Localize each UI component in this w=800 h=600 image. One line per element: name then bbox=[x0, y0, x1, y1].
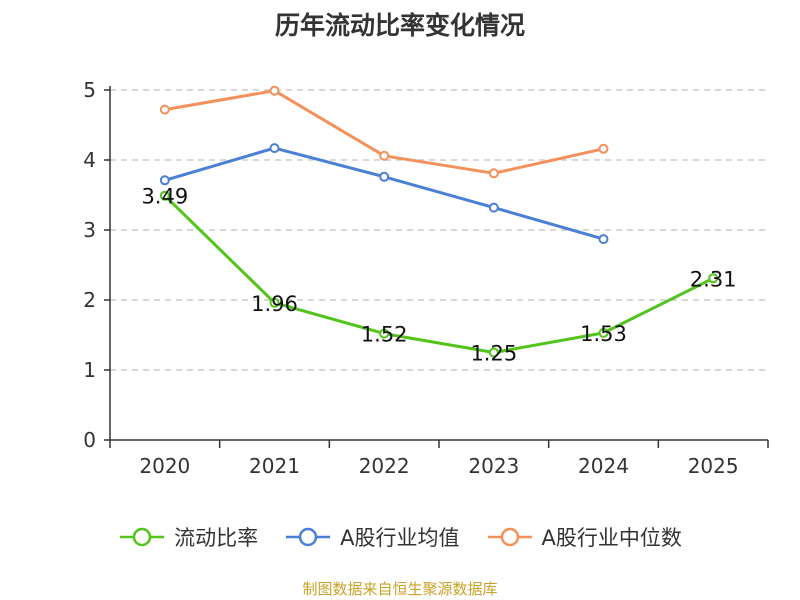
legend-item-industry-mean[interactable]: A股行业均值 bbox=[284, 522, 460, 552]
series-lines bbox=[159, 85, 719, 358]
data-label: 1.52 bbox=[361, 323, 408, 347]
legend-item-industry-median[interactable]: A股行业中位数 bbox=[486, 522, 682, 552]
data-point[interactable] bbox=[269, 85, 280, 96]
legend: 流动比率 A股行业均值 A股行业中位数 bbox=[0, 520, 800, 554]
series-line bbox=[163, 194, 714, 354]
data-point[interactable] bbox=[598, 234, 609, 245]
data-point[interactable] bbox=[269, 297, 280, 308]
axes: 0 1 2 3 4 5 2020 2021 2022 2023 2024 2025 bbox=[83, 78, 769, 478]
legend-marker-icon bbox=[286, 527, 331, 547]
data-point[interactable] bbox=[379, 150, 390, 161]
y-tick-label: 4 bbox=[83, 148, 96, 172]
data-point[interactable] bbox=[159, 104, 170, 115]
data-point[interactable] bbox=[598, 143, 609, 154]
legend-label: A股行业中位数 bbox=[541, 526, 682, 550]
data-point[interactable] bbox=[488, 168, 499, 179]
x-tick-label: 2024 bbox=[578, 454, 629, 478]
y-tick-label: 0 bbox=[83, 428, 96, 452]
y-tick-label: 2 bbox=[83, 288, 96, 312]
data-point[interactable] bbox=[708, 273, 719, 284]
data-label: 2.31 bbox=[690, 267, 737, 291]
chart-title: 历年流动比率变化情况 bbox=[274, 11, 525, 40]
gridlines bbox=[110, 89, 768, 371]
x-tick-label: 2022 bbox=[359, 454, 410, 478]
x-tick-label: 2020 bbox=[139, 454, 190, 478]
legend-marker-icon bbox=[120, 527, 165, 547]
data-point[interactable] bbox=[159, 190, 170, 201]
y-tick-label: 1 bbox=[83, 358, 96, 382]
data-label: 1.53 bbox=[580, 322, 627, 346]
data-point[interactable] bbox=[269, 143, 280, 154]
data-point[interactable] bbox=[488, 202, 499, 213]
data-point[interactable] bbox=[379, 171, 390, 182]
x-tick-label: 2023 bbox=[468, 454, 519, 478]
x-tick-label: 2021 bbox=[249, 454, 300, 478]
data-point[interactable] bbox=[379, 328, 390, 339]
data-point[interactable] bbox=[598, 327, 609, 338]
legend-label: A股行业均值 bbox=[340, 526, 460, 550]
source-note: 制图数据来自恒生聚源数据库 bbox=[302, 580, 498, 598]
data-point[interactable] bbox=[488, 347, 499, 358]
data-label: 1.96 bbox=[251, 292, 298, 316]
data-point[interactable] bbox=[159, 175, 170, 186]
y-tick-label: 3 bbox=[83, 218, 96, 242]
x-tick-label: 2025 bbox=[688, 454, 739, 478]
data-labels: 3.49 1.96 1.52 1.25 1.53 2.31 bbox=[141, 185, 736, 366]
data-label: 3.49 bbox=[141, 185, 188, 209]
legend-marker-icon bbox=[487, 527, 532, 547]
data-label: 1.25 bbox=[470, 342, 517, 366]
legend-item-current-ratio[interactable]: 流动比率 bbox=[118, 522, 258, 552]
series-line bbox=[164, 146, 604, 241]
legend-label: 流动比率 bbox=[174, 526, 259, 550]
y-tick-label: 5 bbox=[83, 78, 96, 102]
